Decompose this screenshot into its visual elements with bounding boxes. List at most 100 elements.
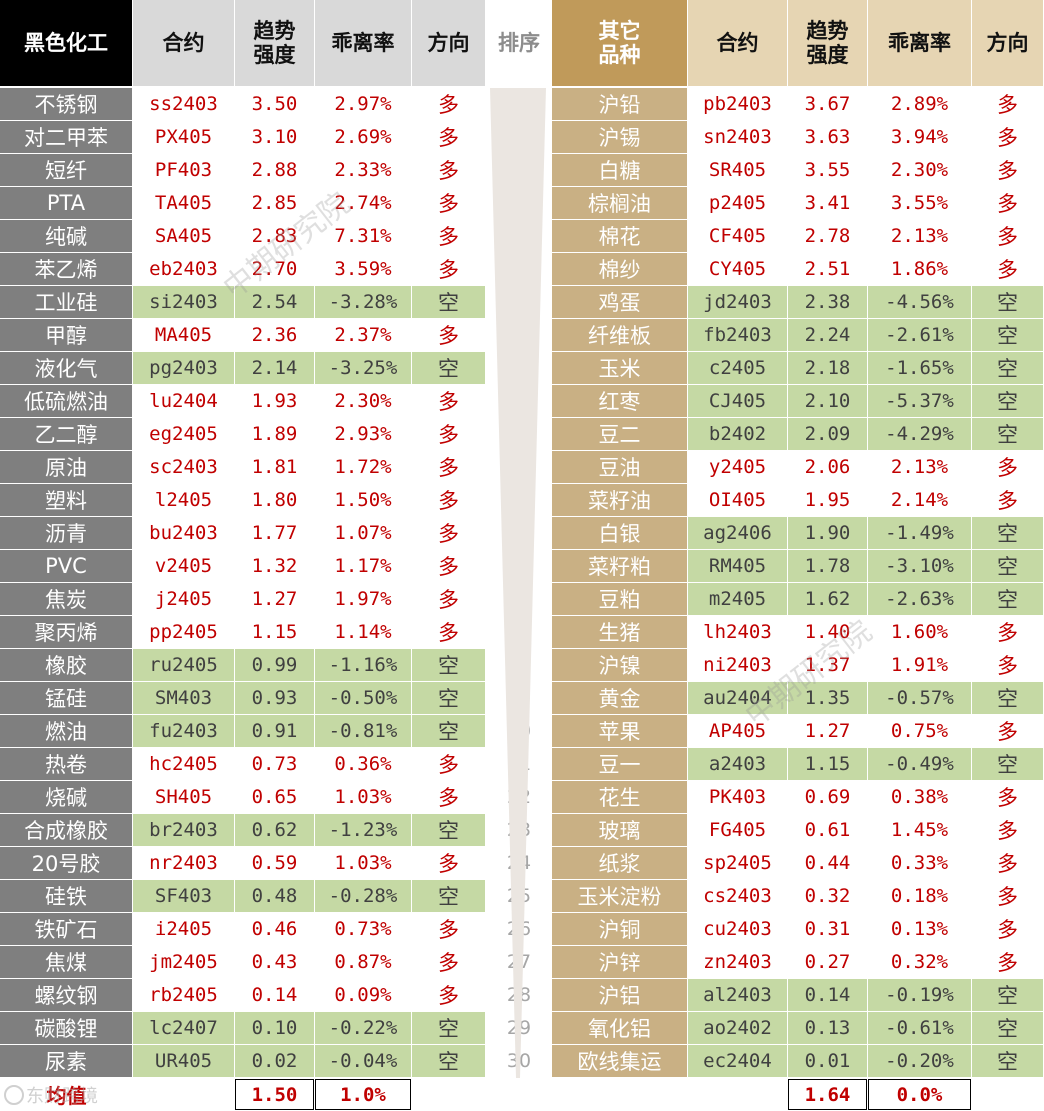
right-row-direction: 空 [972,352,1043,384]
left-row-contract: v2405 [133,550,234,582]
right-row-contract: AP405 [688,715,787,747]
right-row-deviation: 1.45% [868,814,971,846]
left-row-strength: 2.85 [235,187,314,219]
left-row-name: 燃油 [0,715,132,747]
right-row-direction: 空 [972,682,1043,714]
right-row-name: 菜籽油 [552,484,687,516]
left-row-contract: lc2407 [133,1012,234,1044]
left-average-strength: 1.50 [235,1079,314,1110]
left-row-direction: 多 [412,847,485,879]
left-row-deviation: -0.22% [315,1012,411,1044]
left-row-deviation: 7.31% [315,220,411,252]
right-row-name: 沪铝 [552,979,687,1011]
right-row-contract: sn2403 [688,121,787,153]
right-row-strength: 1.35 [788,682,867,714]
right-row-contract: ag2406 [688,517,787,549]
right-header-contract: 合约 [688,0,787,86]
right-row-deviation: 3.55% [868,187,971,219]
left-row-name: 不锈钢 [0,88,132,120]
right-row-deviation: 3.94% [868,121,971,153]
left-row-contract: i2405 [133,913,234,945]
left-row-deviation: -1.16% [315,649,411,681]
right-row-direction: 多 [972,154,1043,186]
left-row-contract: MA405 [133,319,234,351]
right-row-strength: 2.09 [788,418,867,450]
left-row-name: 焦炭 [0,583,132,615]
right-row-strength: 1.95 [788,484,867,516]
right-row-contract: m2405 [688,583,787,615]
left-row-name: PTA [0,187,132,219]
right-row-name: 豆一 [552,748,687,780]
left-row-contract: hc2405 [133,748,234,780]
left-row-name: 短纤 [0,154,132,186]
left-row-name: 烧碱 [0,781,132,813]
right-row-deviation: 0.33% [868,847,971,879]
right-row-contract: SR405 [688,154,787,186]
right-row-strength: 0.44 [788,847,867,879]
left-row-name: 工业硅 [0,286,132,318]
right-row-contract: pb2403 [688,88,787,120]
right-row-deviation: 2.89% [868,88,971,120]
left-row-contract: eb2403 [133,253,234,285]
right-row-direction: 多 [972,781,1043,813]
right-row-strength: 2.24 [788,319,867,351]
left-row-direction: 多 [412,979,485,1011]
left-row-contract: PX405 [133,121,234,153]
left-row-contract: fu2403 [133,715,234,747]
right-row-contract: cs2403 [688,880,787,912]
left-row-contract: jm2405 [133,946,234,978]
left-row-deviation: -3.28% [315,286,411,318]
right-row-contract: OI405 [688,484,787,516]
left-row-strength: 1.77 [235,517,314,549]
left-row-contract: j2405 [133,583,234,615]
right-row-name: 棉花 [552,220,687,252]
right-row-contract: cu2403 [688,913,787,945]
right-row-direction: 多 [972,913,1043,945]
left-row-contract: SA405 [133,220,234,252]
left-row-direction: 多 [412,517,485,549]
right-row-direction: 多 [972,484,1043,516]
left-row-direction: 空 [412,715,485,747]
left-row-contract: PF403 [133,154,234,186]
left-row-contract: sc2403 [133,451,234,483]
left-row-deviation: -0.04% [315,1045,411,1077]
left-row-name: 热卷 [0,748,132,780]
left-row-direction: 多 [412,748,485,780]
rank-wedge-decoration [490,88,546,1078]
left-row-direction: 空 [412,286,485,318]
left-row-strength: 2.36 [235,319,314,351]
right-row-direction: 空 [972,550,1043,582]
left-header-name: 黑色化工 [0,0,132,86]
right-row-direction: 多 [972,187,1043,219]
left-row-contract: lu2404 [133,385,234,417]
right-row-direction: 多 [972,616,1043,648]
left-row-contract: eg2405 [133,418,234,450]
right-row-direction: 空 [972,385,1043,417]
right-row-deviation: 1.91% [868,649,971,681]
right-row-direction: 空 [972,1045,1043,1077]
right-row-strength: 3.41 [788,187,867,219]
right-row-direction: 多 [972,88,1043,120]
right-row-contract: lh2403 [688,616,787,648]
left-row-deviation: 1.03% [315,781,411,813]
right-row-strength: 1.62 [788,583,867,615]
left-row-deviation: 2.69% [315,121,411,153]
right-row-direction: 多 [972,814,1043,846]
right-row-direction: 多 [972,715,1043,747]
left-row-direction: 空 [412,682,485,714]
right-row-deviation: -0.61% [868,1012,971,1044]
right-row-contract: CF405 [688,220,787,252]
right-header-name: 其它 品种 [552,0,687,86]
left-row-name: 硅铁 [0,880,132,912]
right-row-strength: 2.78 [788,220,867,252]
left-row-deviation: -0.50% [315,682,411,714]
right-row-name: 玻璃 [552,814,687,846]
left-row-strength: 0.14 [235,979,314,1011]
right-row-strength: 2.18 [788,352,867,384]
right-row-deviation: 0.13% [868,913,971,945]
right-row-strength: 0.69 [788,781,867,813]
left-row-name: 20号胶 [0,847,132,879]
left-row-contract: UR405 [133,1045,234,1077]
left-row-strength: 0.65 [235,781,314,813]
right-row-name: 花生 [552,781,687,813]
